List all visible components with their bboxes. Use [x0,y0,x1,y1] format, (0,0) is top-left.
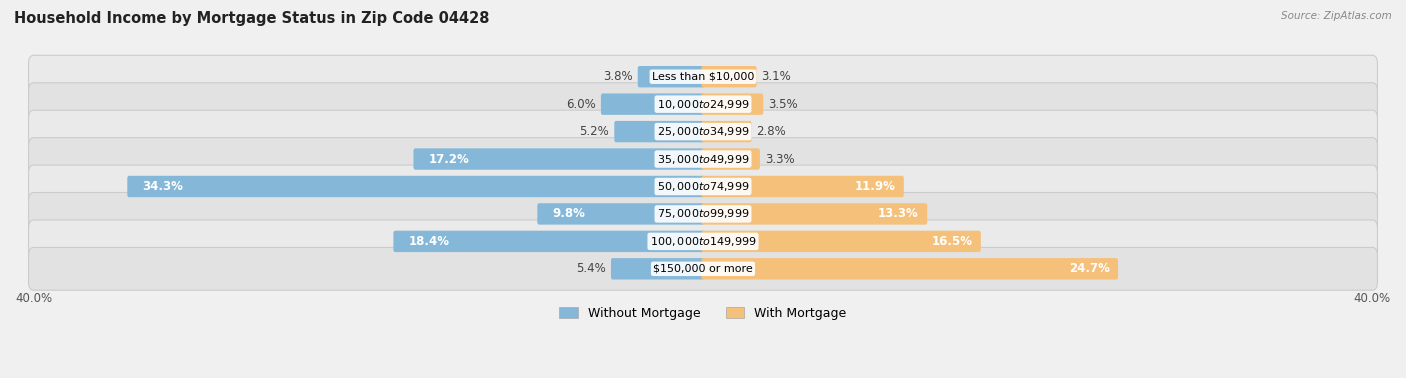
FancyBboxPatch shape [28,192,1378,235]
Text: 3.3%: 3.3% [765,153,794,166]
FancyBboxPatch shape [28,165,1378,208]
FancyBboxPatch shape [702,121,752,142]
Text: Less than $10,000: Less than $10,000 [652,72,754,82]
FancyBboxPatch shape [28,138,1378,180]
FancyBboxPatch shape [600,93,704,115]
Text: $10,000 to $24,999: $10,000 to $24,999 [657,98,749,111]
FancyBboxPatch shape [28,110,1378,153]
Text: 11.9%: 11.9% [855,180,896,193]
FancyBboxPatch shape [638,66,704,87]
Text: Household Income by Mortgage Status in Zip Code 04428: Household Income by Mortgage Status in Z… [14,11,489,26]
Text: 16.5%: 16.5% [931,235,973,248]
FancyBboxPatch shape [413,148,704,170]
FancyBboxPatch shape [612,258,704,279]
FancyBboxPatch shape [28,248,1378,290]
Text: $50,000 to $74,999: $50,000 to $74,999 [657,180,749,193]
FancyBboxPatch shape [702,93,763,115]
Text: 13.3%: 13.3% [879,208,920,220]
FancyBboxPatch shape [702,176,904,197]
FancyBboxPatch shape [28,220,1378,263]
Text: 34.3%: 34.3% [142,180,183,193]
FancyBboxPatch shape [702,66,756,87]
FancyBboxPatch shape [702,231,981,252]
Text: 9.8%: 9.8% [553,208,585,220]
Text: 24.7%: 24.7% [1069,262,1109,275]
FancyBboxPatch shape [394,231,704,252]
Text: $150,000 or more: $150,000 or more [654,264,752,274]
FancyBboxPatch shape [702,258,1118,279]
Text: 18.4%: 18.4% [409,235,450,248]
Text: 3.8%: 3.8% [603,70,633,83]
Text: 3.5%: 3.5% [768,98,797,111]
FancyBboxPatch shape [128,176,704,197]
FancyBboxPatch shape [537,203,704,225]
Text: 6.0%: 6.0% [567,98,596,111]
FancyBboxPatch shape [614,121,704,142]
Text: $35,000 to $49,999: $35,000 to $49,999 [657,153,749,166]
Text: $100,000 to $149,999: $100,000 to $149,999 [650,235,756,248]
Legend: Without Mortgage, With Mortgage: Without Mortgage, With Mortgage [554,302,852,325]
FancyBboxPatch shape [28,55,1378,98]
FancyBboxPatch shape [702,148,759,170]
Text: $25,000 to $34,999: $25,000 to $34,999 [657,125,749,138]
FancyBboxPatch shape [28,83,1378,125]
Text: Source: ZipAtlas.com: Source: ZipAtlas.com [1281,11,1392,21]
Text: $75,000 to $99,999: $75,000 to $99,999 [657,208,749,220]
Text: 17.2%: 17.2% [429,153,470,166]
FancyBboxPatch shape [702,203,928,225]
Text: 5.4%: 5.4% [576,262,606,275]
Text: 2.8%: 2.8% [756,125,786,138]
Text: 3.1%: 3.1% [762,70,792,83]
Text: 5.2%: 5.2% [579,125,609,138]
